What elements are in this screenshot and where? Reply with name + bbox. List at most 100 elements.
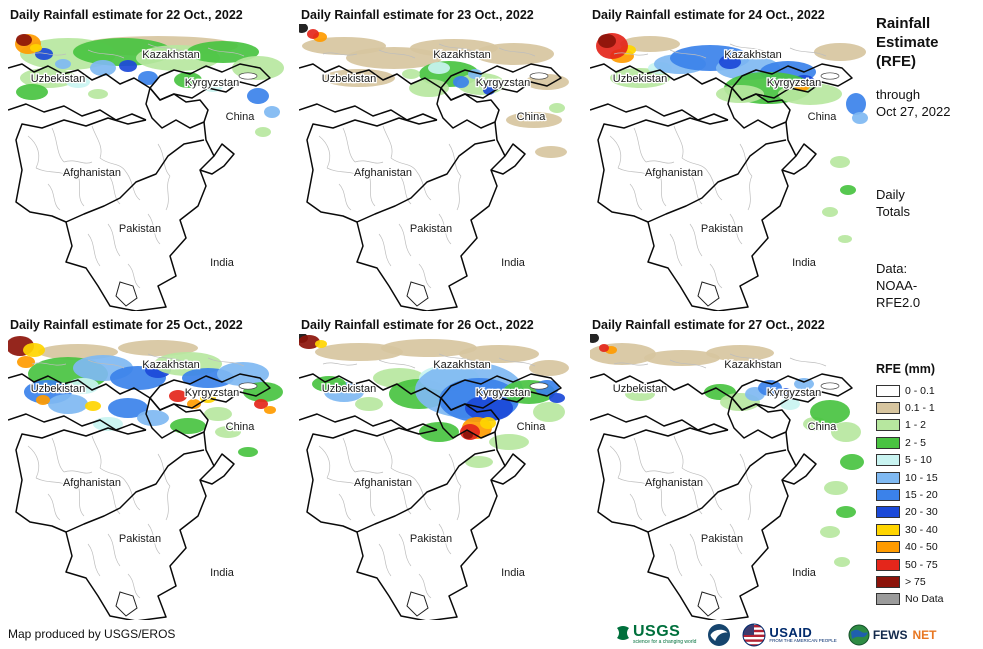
svg-text:China: China	[517, 421, 547, 433]
svg-text:India: India	[792, 567, 817, 579]
sidebar-title: Rainfall Estimate (RFE)	[876, 15, 939, 70]
rainfall-map-27oct: Kazakhstan Uzbekistan Kyrgyzstan China Afgha…	[587, 333, 873, 622]
svg-text:Uzbekistan: Uzbekistan	[322, 383, 376, 395]
legend-label: 0 - 0.1	[905, 384, 935, 397]
legend-row: 10 - 15	[876, 469, 944, 486]
rainfall-map-22oct: Kazakhstan Uzbekistan Kyrgyzstan China Afgha…	[7, 24, 291, 312]
svg-text:China: China	[517, 111, 547, 123]
svg-text:Kazakhstan: Kazakhstan	[142, 49, 199, 61]
svg-text:Afghanistan: Afghanistan	[63, 167, 121, 179]
svg-text:Afghanistan: Afghanistan	[645, 167, 703, 179]
svg-text:Kazakhstan: Kazakhstan	[433, 49, 490, 61]
sidebar: Rainfall Estimate (RFE) through Oct 27, …	[876, 14, 980, 646]
usgs-mark-icon	[617, 625, 629, 640]
legend-rows: 0 - 0.1 0.1 - 1 1 - 2 2 - 5 5 - 10 10 - 15 15 …	[876, 382, 944, 608]
legend-label: 1 - 2	[905, 419, 927, 432]
usgs-logo: USGS science for a changing world	[616, 624, 696, 645]
legend-swatch	[876, 402, 900, 415]
svg-text:Pakistan: Pakistan	[119, 533, 161, 545]
legend-row: 40 - 50	[876, 539, 944, 556]
usaid-logo-text: USAID	[769, 624, 813, 640]
svg-text:Kazakhstan: Kazakhstan	[724, 359, 781, 371]
map-panel-22oct: Daily Rainfall estimate for 22 Oct., 202…	[7, 6, 291, 312]
svg-text:Pakistan: Pakistan	[701, 533, 743, 545]
svg-text:Uzbekistan: Uzbekistan	[613, 73, 667, 85]
fewsnet-globe-icon	[848, 624, 870, 645]
legend-swatch	[876, 471, 900, 484]
legend-label: 15 - 20	[905, 489, 938, 502]
sidebar-data-source: Data: NOAA- RFE2.0	[876, 261, 921, 310]
usaid-logo: USAID FROM THE AMERICAN PEOPLE	[742, 623, 837, 647]
legend-swatch	[876, 436, 900, 449]
footer: Map produced by USGS/EROS USGS science f…	[0, 620, 983, 649]
map-panel-27oct: Daily Rainfall estimate for 27 Oct., 202…	[587, 316, 873, 622]
legend-swatch	[876, 384, 900, 397]
map-panel-23oct: Daily Rainfall estimate for 23 Oct., 202…	[296, 6, 582, 312]
svg-text:China: China	[808, 111, 838, 123]
rainfall-map-24oct: Kazakhstan Uzbekistan Kyrgyzstan China Afgha…	[589, 24, 873, 312]
legend-swatch	[876, 593, 900, 606]
legend-row: 30 - 40	[876, 521, 944, 538]
svg-text:Afghanistan: Afghanistan	[63, 477, 121, 489]
svg-text:Afghanistan: Afghanistan	[354, 477, 412, 489]
net-logo-text: NET	[912, 627, 937, 642]
legend-swatch	[876, 558, 900, 571]
legend-label: 2 - 5	[905, 436, 927, 449]
svg-text:India: India	[501, 257, 526, 269]
rainfall-map-26oct: Kazakhstan Uzbekistan Kyrgyzstan China Afgha…	[296, 333, 582, 622]
svg-text:India: India	[210, 567, 235, 579]
svg-text:Kyrgyzstan: Kyrgyzstan	[185, 77, 239, 89]
legend-label: > 75	[905, 575, 926, 588]
svg-text:India: India	[501, 567, 526, 579]
legend-row: 1 - 2	[876, 417, 944, 434]
fews-logo-text: FEWS	[872, 627, 908, 642]
svg-text:India: India	[792, 257, 817, 269]
panel-title: Daily Rainfall estimate for 23 Oct., 202…	[301, 8, 534, 22]
map-panel-25oct: Daily Rainfall estimate for 25 Oct., 202…	[6, 316, 291, 622]
logo-strip: USGS science for a changing world	[616, 621, 936, 648]
sidebar-through-date: through Oct 27, 2022	[876, 87, 951, 119]
rainfall-map-23oct: Kazakhstan Uzbekistan Kyrgyzstan China Afgha…	[296, 23, 582, 312]
svg-text:Uzbekistan: Uzbekistan	[613, 383, 667, 395]
svg-text:Kyrgyzstan: Kyrgyzstan	[476, 77, 530, 89]
legend-label: No Data	[905, 593, 944, 606]
usgs-tagline: science for a changing world	[633, 639, 697, 645]
usaid-tagline: FROM THE AMERICAN PEOPLE	[769, 637, 837, 643]
svg-text:Uzbekistan: Uzbekistan	[31, 383, 85, 395]
legend-row: 0.1 - 1	[876, 399, 944, 416]
legend-swatch	[876, 575, 900, 588]
legend-swatch	[876, 506, 900, 519]
svg-text:Kazakhstan: Kazakhstan	[142, 359, 199, 371]
panel-title: Daily Rainfall estimate for 24 Oct., 202…	[592, 8, 825, 22]
svg-text:Afghanistan: Afghanistan	[645, 477, 703, 489]
legend-title: RFE (mm)	[876, 362, 936, 376]
svg-text:Pakistan: Pakistan	[410, 223, 452, 235]
legend-swatch	[876, 489, 900, 502]
svg-text:Kyrgyzstan: Kyrgyzstan	[767, 387, 821, 399]
svg-text:Pakistan: Pakistan	[701, 223, 743, 235]
legend-row: 5 - 10	[876, 452, 944, 469]
legend-swatch	[876, 523, 900, 536]
svg-text:Kazakhstan: Kazakhstan	[724, 49, 781, 61]
map-panel-24oct: Daily Rainfall estimate for 24 Oct., 202…	[589, 6, 873, 312]
svg-text:Pakistan: Pakistan	[410, 533, 452, 545]
legend-label: 40 - 50	[905, 541, 938, 554]
svg-text:China: China	[226, 111, 256, 123]
legend-label: 10 - 15	[905, 471, 938, 484]
legend-row: 20 - 30	[876, 504, 944, 521]
svg-text:China: China	[808, 421, 838, 433]
svg-text:Uzbekistan: Uzbekistan	[322, 73, 376, 85]
svg-text:Kyrgyzstan: Kyrgyzstan	[476, 387, 530, 399]
legend-label: 30 - 40	[905, 523, 938, 536]
legend-row: 2 - 5	[876, 434, 944, 451]
legend-label: 20 - 30	[905, 506, 938, 519]
panel-title: Daily Rainfall estimate for 27 Oct., 202…	[592, 318, 825, 332]
usaid-flag-icon	[742, 623, 766, 646]
legend-row: 0 - 0.1	[876, 382, 944, 399]
legend-swatch	[876, 454, 900, 467]
svg-text:Pakistan: Pakistan	[119, 223, 161, 235]
sidebar-daily-totals: Daily Totals	[876, 187, 910, 219]
svg-text:Kazakhstan: Kazakhstan	[433, 359, 490, 371]
panel-title: Daily Rainfall estimate for 25 Oct., 202…	[10, 318, 243, 332]
